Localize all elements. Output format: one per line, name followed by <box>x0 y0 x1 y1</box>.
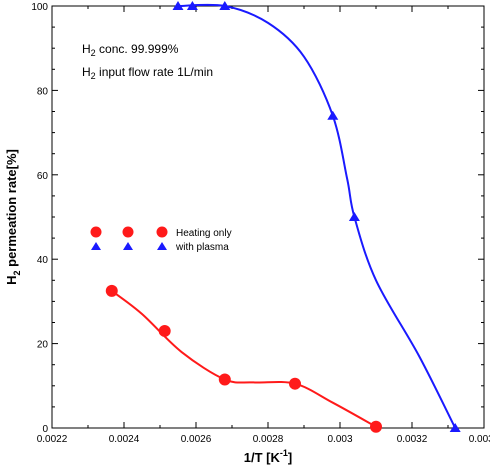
data-point-heating <box>370 420 382 433</box>
annotation-2: H2 input flow rate 1L/min <box>82 65 213 81</box>
x-tick-label: 0.0026 <box>181 434 212 445</box>
y-tick-label: 60 <box>37 171 49 182</box>
data-point-plasma <box>172 1 184 10</box>
series-markers <box>105 1 461 433</box>
data-point-plasma <box>449 423 461 432</box>
x-axis-title: 1/T [K-1] <box>244 448 292 465</box>
legend: Heating only with plasma <box>90 226 232 253</box>
legend-label-heating: Heating only <box>176 228 232 239</box>
legend-marker-plasma <box>91 242 101 250</box>
legend-marker-plasma <box>123 242 133 250</box>
y-tick-label: 20 <box>37 340 49 351</box>
data-point-plasma <box>219 1 231 10</box>
data-point-heating <box>158 324 171 337</box>
legend-marker-heating <box>122 226 134 238</box>
annotation-1: H2 conc. 99.999% <box>82 42 179 58</box>
data-point-plasma <box>186 1 198 10</box>
x-tick-label: 0.0022 <box>37 434 68 445</box>
axis-ticks: 0.0022 0.0024 0.0026 0.0028 0.003 0.0032 0.003… <box>31 2 490 445</box>
series-curves <box>111 3 457 429</box>
x-tick-label: 0.0028 <box>253 434 284 445</box>
legend-marker-plasma <box>157 242 167 250</box>
legend-label-plasma: with plasma <box>175 242 229 253</box>
y-tick-label: 0 <box>42 424 48 435</box>
x-tick-label: 0.0032 <box>397 434 428 445</box>
data-point-plasma <box>327 110 339 120</box>
x-tick-label: 0.0024 <box>109 434 140 445</box>
x-tick-label: 0.003 <box>327 434 352 445</box>
legend-marker-heating <box>156 226 168 238</box>
data-point-plasma <box>348 212 360 221</box>
series-line-0 <box>111 290 377 428</box>
data-point-heating <box>218 373 231 386</box>
y-tick-label: 80 <box>37 86 49 97</box>
y-tick-label: 100 <box>31 2 48 13</box>
data-point-heating <box>105 284 118 297</box>
data-point-heating <box>289 377 301 390</box>
y-axis-title: H2 permeation rate[%] <box>4 149 22 285</box>
series-line-1 <box>177 3 457 429</box>
legend-marker-heating <box>90 226 102 238</box>
y-tick-label: 40 <box>37 255 49 266</box>
x-tick-label: 0.0034 <box>469 434 490 445</box>
